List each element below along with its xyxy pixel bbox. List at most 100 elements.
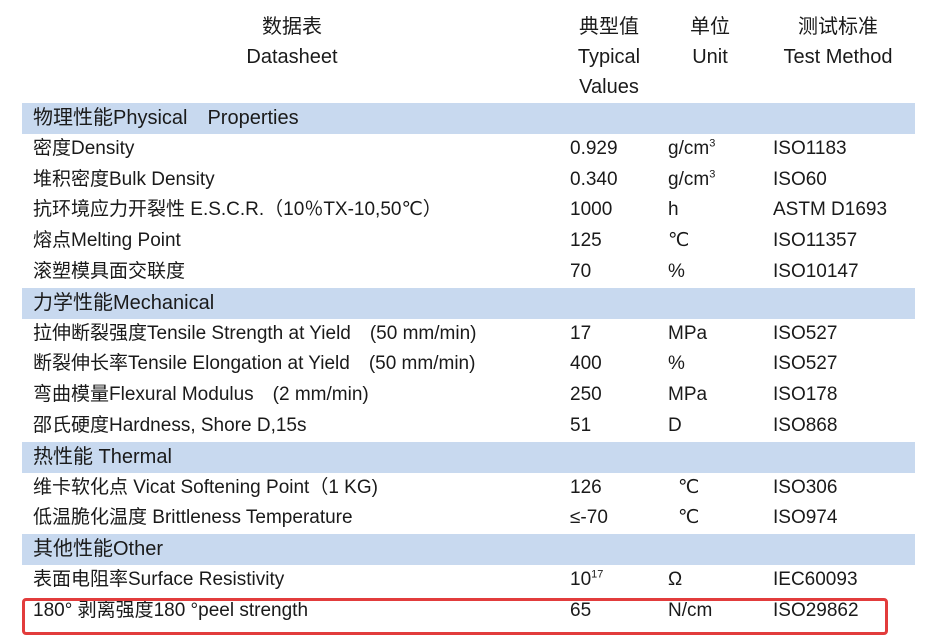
unit-exponent: 3: [709, 137, 716, 150]
table-row: 低温脆化温度 Brittleness Temperature ≤-70 ℃ ISO97…: [22, 503, 915, 534]
test-method: ASTM D1693: [773, 199, 888, 221]
property-unit: N/cm: [668, 596, 712, 627]
property-name: 抗环境应力开裂性 E.S.C.R.（10％TX-10,50℃）: [33, 199, 442, 221]
highlight-box: [22, 598, 888, 635]
table-row: 抗环境应力开裂性 E.S.C.R.（10％TX-10,50℃） 1000 h ASTM…: [22, 195, 915, 226]
property-name: 维卡软化点 Vicat Softening Point（1 KG): [33, 476, 378, 498]
property-value: 400: [570, 349, 602, 380]
property-value: 250: [570, 380, 602, 411]
section-header: 物理性能Physical Properties: [22, 103, 915, 134]
test-method: ISO11357: [773, 230, 858, 252]
section-header: 力学性能Mechanical: [22, 287, 915, 319]
value-text: 400: [570, 353, 602, 375]
property-value: 1017: [570, 565, 603, 596]
test-method: ISO527: [773, 322, 838, 344]
header-unit: 单位 Unit: [670, 12, 750, 72]
property-name: 断裂伸长率Tensile Elongation at Yield (50 mm/…: [33, 353, 476, 375]
unit-text: D: [668, 414, 682, 436]
property-value: 125: [570, 226, 602, 257]
header-method-en: Test Method: [783, 46, 893, 68]
section-title: 物理性能Physical Properties: [33, 107, 299, 129]
value-text: 0.929: [570, 137, 618, 159]
value-text: 126: [570, 476, 602, 498]
property-unit: h: [668, 195, 679, 226]
test-method: IEC60093: [773, 568, 858, 590]
value-text: 10: [570, 568, 592, 590]
value-text: ≤-70: [570, 507, 608, 529]
section-header: 热性能 Thermal: [22, 441, 915, 473]
unit-text: Ω: [668, 568, 683, 590]
table-row: 维卡软化点 Vicat Softening Point（1 KG) 126 ℃ ISO…: [22, 473, 915, 504]
property-value: 0.929: [570, 134, 618, 165]
property-name: 低温脆化温度 Brittleness Temperature: [33, 507, 353, 529]
property-value: 1000: [570, 195, 612, 226]
value-text: 51: [570, 414, 592, 436]
unit-text: ℃: [678, 476, 700, 498]
value-text: 0.340: [570, 168, 618, 190]
property-unit: MPa: [668, 319, 707, 350]
section-title: 热性能 Thermal: [33, 445, 172, 468]
property-name: 180° 剥离强度180 °peel strength: [33, 599, 309, 621]
datasheet-table: 物理性能Physical Properties 密度Density 0.929 g/c…: [22, 103, 915, 627]
value-exponent: 17: [591, 568, 604, 581]
test-method: ISO29862: [773, 599, 859, 621]
table-row: 邵氏硬度Hardness, Shore D,15s 51 D ISO868: [22, 411, 915, 442]
property-unit: ℃: [678, 503, 699, 534]
unit-text: g/cm: [668, 137, 710, 159]
property-unit: MPa: [668, 380, 707, 411]
property-name: 表面电阻率Surface Resistivity: [33, 568, 285, 590]
value-text: 70: [570, 260, 592, 282]
test-method: ISO868: [773, 414, 838, 436]
property-unit: g/cm3: [668, 134, 715, 165]
property-value: 126: [570, 473, 602, 504]
table-row: 熔点Melting Point 125 ℃ ISO11357: [22, 226, 915, 257]
property-name: 邵氏硬度Hardness, Shore D,15s: [33, 414, 307, 436]
value-text: 65: [570, 599, 592, 621]
unit-text: %: [668, 260, 685, 282]
property-name: 拉伸断裂强度Tensile Strength at Yield (50 mm/m…: [33, 322, 477, 344]
unit-text: ℃: [678, 507, 700, 529]
header-value: 典型值 Typical Values: [559, 12, 659, 102]
test-method: ISO178: [773, 384, 838, 406]
test-method: ISO60: [773, 168, 827, 190]
header-unit-zh: 单位: [690, 16, 730, 38]
property-value: 51: [570, 411, 591, 442]
property-unit: %: [668, 257, 685, 288]
table-row: 滚塑模具面交联度 70% ISO10147: [22, 257, 915, 288]
table-row: 密度Density 0.929 g/cm3 ISO1183: [22, 134, 915, 165]
table-row: 断裂伸长率Tensile Elongation at Yield (50 mm/…: [22, 349, 915, 380]
property-unit: %: [668, 349, 685, 380]
test-method: ISO974: [773, 507, 838, 529]
unit-text: g/cm: [668, 168, 710, 190]
property-value: 70: [570, 257, 591, 288]
header-value-zh: 典型值: [579, 16, 639, 38]
value-text: 125: [570, 230, 602, 252]
header-value-en1: Typical: [577, 46, 641, 68]
unit-text: %: [668, 353, 685, 375]
section-header: 其他性能Other: [22, 534, 915, 565]
property-unit: ℃: [678, 473, 699, 504]
unit-text: MPa: [668, 384, 708, 406]
table-row: 弯曲模量Flexural Modulus (2 mm/min) 250 MPa ISO…: [22, 380, 915, 411]
property-name: 密度Density: [33, 137, 135, 159]
property-value: 17: [570, 319, 591, 350]
test-method: ISO10147: [773, 260, 859, 282]
value-text: 1000: [570, 199, 613, 221]
property-name: 熔点Melting Point: [33, 230, 181, 252]
test-method: ISO1183: [773, 137, 847, 159]
property-name: 堆积密度Bulk Density: [33, 168, 215, 190]
property-unit: ℃: [668, 226, 689, 257]
property-value: ≤-70: [570, 503, 608, 534]
header-name: 数据表 Datasheet: [192, 12, 392, 72]
property-value: 65: [570, 596, 591, 627]
property-value: 0.340: [570, 165, 618, 196]
unit-text: h: [668, 199, 679, 221]
table-row: 堆积密度Bulk Density 0.340 g/cm3 ISO60: [22, 165, 915, 196]
header-method-zh: 测试标准: [798, 16, 878, 38]
header-value-en2: Values: [579, 76, 639, 98]
value-text: 17: [570, 322, 592, 344]
property-unit: D: [668, 411, 682, 442]
unit-text: N/cm: [668, 599, 713, 621]
header-name-zh: 数据表: [262, 16, 322, 38]
table-row: 180° 剥离强度180 °peel strength 65 N/cm ISO2986…: [22, 596, 915, 627]
